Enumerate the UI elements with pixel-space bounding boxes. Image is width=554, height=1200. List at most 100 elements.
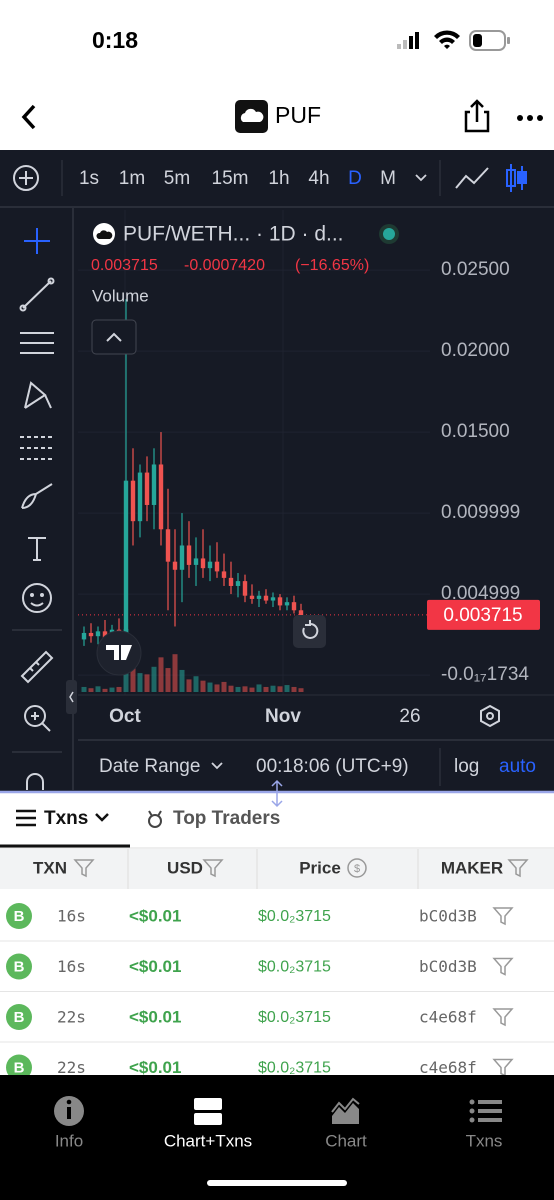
volume-bar xyxy=(242,686,248,692)
volume-bar xyxy=(207,682,213,692)
usd: <$0.01 xyxy=(129,1058,181,1077)
tab-txns[interactable]: Txns xyxy=(44,808,88,829)
filter-icon[interactable] xyxy=(492,1008,514,1027)
candle-body xyxy=(130,480,136,522)
price-axis: 0.02500 0.02000 0.01500 0.009999 0.004999 -0.… xyxy=(427,259,540,685)
y-tick-label: 0.02500 xyxy=(441,259,510,280)
auto-toggle[interactable]: auto xyxy=(499,756,536,777)
log-toggle[interactable]: log xyxy=(454,756,479,777)
volume-bar xyxy=(193,676,199,692)
filter-icon[interactable] xyxy=(492,1058,514,1077)
filter-icon[interactable] xyxy=(507,859,529,878)
nav-label[interactable]: Chart xyxy=(325,1131,367,1150)
tv-logo xyxy=(96,630,142,676)
candle-body xyxy=(298,610,304,616)
filter-icon[interactable] xyxy=(492,957,514,976)
column-header[interactable]: USD xyxy=(167,858,203,877)
filter-icon[interactable] xyxy=(492,907,514,926)
filter-icon[interactable] xyxy=(73,859,95,878)
time-axis: Oct Nov 26 xyxy=(78,694,554,741)
date-range-button[interactable]: Date Range xyxy=(99,756,200,777)
volume-bar xyxy=(151,666,157,692)
column-header[interactable]: MAKER xyxy=(441,858,503,877)
age: 16s xyxy=(57,957,86,976)
price: $0.0₂3715 xyxy=(258,1009,331,1026)
back-button[interactable] xyxy=(21,104,36,130)
volume-bar xyxy=(263,686,269,692)
candle-body xyxy=(249,595,255,599)
candle-body xyxy=(179,545,185,570)
volume-bar xyxy=(172,654,178,692)
candle-body xyxy=(88,632,94,637)
interval-button[interactable]: 5m xyxy=(164,168,190,189)
candle-body xyxy=(284,602,290,606)
interval-button[interactable]: 1h xyxy=(268,168,289,189)
candle-body xyxy=(200,558,206,569)
maker[interactable]: c4e68f xyxy=(419,1008,477,1027)
interval-button[interactable]: 15m xyxy=(212,168,249,189)
price-tag xyxy=(427,599,540,630)
price: $0.0₂3715 xyxy=(258,959,331,976)
svg-text:$: $ xyxy=(354,863,360,875)
clock: 00:18:06 (UTC+9) xyxy=(256,756,409,777)
side-badge xyxy=(6,953,32,980)
usd: <$0.01 xyxy=(129,957,181,976)
interval-button[interactable]: 1s xyxy=(79,168,99,189)
status-time: 0:18 xyxy=(92,27,138,53)
interval-button[interactable]: M xyxy=(380,168,396,189)
candle-body xyxy=(137,472,143,522)
status-icons xyxy=(397,30,510,51)
candle-body xyxy=(221,571,227,578)
x-tick-label: Oct xyxy=(109,706,141,727)
usd: <$0.01 xyxy=(129,906,181,925)
settings-button[interactable] xyxy=(480,704,500,728)
interval-button[interactable]: D xyxy=(348,168,362,189)
maker[interactable]: bC0d3B xyxy=(419,907,477,926)
volume-bar xyxy=(109,687,115,692)
volume-bar xyxy=(298,688,304,692)
nav-label[interactable]: Chart+Txns xyxy=(164,1131,252,1150)
volume-bar xyxy=(102,688,108,692)
home-indicator xyxy=(207,1180,347,1186)
candle-body xyxy=(102,631,108,638)
volume-bar xyxy=(137,673,143,692)
candle-body xyxy=(242,581,248,596)
candle-body xyxy=(214,561,220,572)
share-button[interactable] xyxy=(464,99,490,133)
volume-bar xyxy=(158,657,164,692)
interval-button[interactable]: 4h xyxy=(308,168,329,189)
y-tick-label: 0.02000 xyxy=(441,340,510,361)
candle-body xyxy=(270,597,276,601)
candle-body xyxy=(123,480,129,635)
filter-icon[interactable] xyxy=(202,859,224,878)
collapse-tools[interactable] xyxy=(66,680,77,714)
column-header[interactable]: TXN xyxy=(33,858,67,877)
volume-bar xyxy=(130,663,136,692)
collapse-legend[interactable] xyxy=(91,319,137,355)
candle-body xyxy=(158,464,164,530)
candle-body xyxy=(95,631,101,637)
nav-label[interactable]: Info xyxy=(55,1131,83,1150)
reset-button[interactable] xyxy=(293,615,326,648)
x-tick-label: Nov xyxy=(265,706,301,727)
candle-body xyxy=(228,577,234,586)
tab-top-traders[interactable]: Top Traders xyxy=(173,808,280,829)
quote-change-pct: (−16.65%) xyxy=(295,257,369,274)
maker[interactable]: c4e68f xyxy=(419,1058,477,1077)
txn-table: $ TXN USD Price MAKER B 16s <$0.01 $0.0₂3715 bC0… xyxy=(0,849,554,1093)
nav-label[interactable]: Txns xyxy=(466,1131,503,1150)
column-header[interactable]: Price xyxy=(299,858,341,877)
resize-handle[interactable] xyxy=(271,779,283,808)
nav-icons xyxy=(54,1096,502,1126)
y-tick-label: 0.009999 xyxy=(441,502,520,523)
volume-bar xyxy=(81,686,87,692)
more-button[interactable] xyxy=(517,115,543,121)
chart-symbol: PUF/WETH... · 1D · d... xyxy=(123,223,344,246)
price: $0.0₂3715 xyxy=(258,1060,331,1077)
age: 22s xyxy=(57,1058,86,1077)
candles xyxy=(81,299,304,646)
candle-body xyxy=(186,545,192,565)
interval-button[interactable]: 1m xyxy=(119,168,145,189)
maker[interactable]: bC0d3B xyxy=(419,957,477,976)
